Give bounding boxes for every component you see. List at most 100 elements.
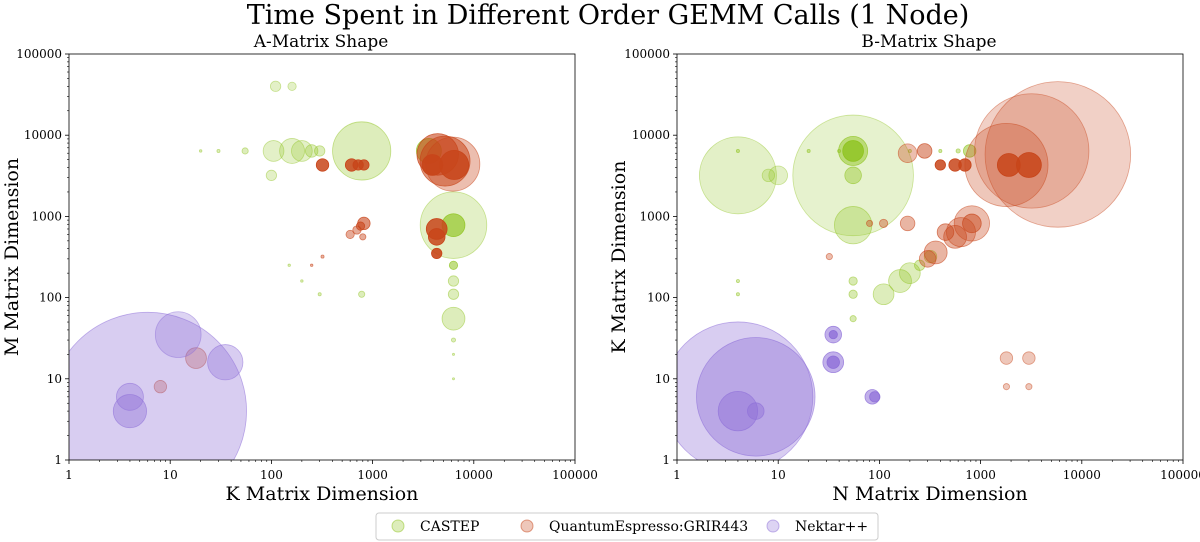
panel-a-point-castep [269, 80, 282, 92]
panel-b-ticks: 1 10 100 1000 10000 100000 1 10 100 1000 10000 1000… [624, 47, 1200, 482]
panel-b-point-castep [872, 283, 895, 306]
legend-marker-quantumespresso [520, 519, 534, 533]
panel-a-point-nektar [112, 394, 147, 429]
panel-a-ylabel: M Matrix Dimension [1, 158, 23, 356]
panel-a-y-tick-label: 10 [47, 372, 62, 386]
panel-a-point-quantumespresso-grir443 [315, 158, 330, 172]
panel-a-point-nektar [116, 382, 144, 411]
panel-a-x-tick-label: 100 [260, 468, 283, 482]
legend-label-nektar: Nektar++ [795, 519, 868, 535]
panel-b-point-castep [735, 279, 740, 283]
panel-b-y-tick-label: 100 [647, 291, 670, 305]
panel-b-point-castep [849, 315, 857, 323]
panel-b-point-castep [844, 166, 862, 185]
panel-b-point-quantumespresso-grir443 [958, 158, 972, 172]
panel-b-xlabel: N Matrix Dimension [832, 483, 1027, 505]
panel-a: A-Matrix Shape 1 10 100 1000 10000 1000001101… [1, 32, 598, 505]
panel-a-point-castep [216, 148, 221, 153]
legend: CASTEP QuantumEspresso:GRIR443 Nektar++ [375, 512, 879, 541]
panel-b-point-quantumespresso-grir443 [974, 93, 1090, 209]
panel-a-y-tick-label: 10000 [24, 128, 62, 142]
panel-a-point-nektar [69, 311, 247, 460]
panel-b-point-nektar [826, 355, 840, 369]
panel-b-y-tick-label: 10 [655, 372, 670, 386]
panel-a-point-castep [452, 352, 455, 356]
panel-b-y-tick-label: 100000 [624, 47, 670, 61]
panel-a-point-nektar [154, 311, 202, 358]
panel-a-point-castep [287, 81, 297, 91]
panel-a-y-tick-label: 100000 [16, 47, 62, 61]
panel-a-plot-area [69, 54, 575, 460]
legend-label-castep: CASTEP [420, 519, 479, 535]
panel-b-x-tick-label: 10 [771, 468, 786, 482]
panel-b-frame [676, 53, 1184, 461]
panel-b-point-castep [834, 206, 873, 245]
panel-b-point-castep [699, 136, 777, 215]
panel-b-point-castep [837, 148, 842, 153]
panel-b-point-quantumespresso-grir443 [999, 351, 1014, 365]
legend-box [375, 512, 879, 541]
panel-a-point-castep [305, 144, 319, 158]
panel-b-title: B-Matrix Shape [861, 32, 996, 52]
panel-b-point-quantumespresso-grir443 [1025, 383, 1033, 391]
panel-b-y-tick-label: 10000 [632, 128, 670, 142]
panel-b-point-quantumespresso-grir443 [962, 213, 982, 234]
panel-b-point-castep [938, 148, 943, 153]
panel-b-y-tick-label: 1000 [639, 209, 670, 223]
panel-a-point-quantumespresso-grir443 [345, 229, 355, 239]
panel-a-title: A-Matrix Shape [253, 32, 389, 52]
legend-marker-castep [391, 519, 405, 533]
panel-b-point-castep [842, 140, 864, 162]
panel-b-point-castep [735, 148, 740, 153]
panel-b-point-castep [735, 292, 740, 297]
panel-a-x-tick-label: 100000 [552, 468, 598, 482]
panel-b-y-tick-label: 1 [662, 453, 670, 467]
panel-a-ticks: 1 10 100 1000 10000 100000 1 10 100 1000 10000 1000… [16, 47, 598, 482]
panel-a-point-nektar [207, 344, 244, 381]
panel-a-point-quantumespresso-grir443 [310, 263, 314, 267]
panel-a-point-castep [448, 260, 459, 270]
panel-b-point-nektar [828, 330, 838, 340]
panel-b-x-tick-label: 100000 [1160, 468, 1200, 482]
panel-b-point-nektar [747, 402, 765, 420]
legend-entry-castep: CASTEP [391, 519, 479, 535]
panel-a-x-tick-label: 10 [163, 468, 178, 482]
panel-b-point-castep [761, 168, 776, 183]
panel-a-y-tick-label: 1000 [31, 209, 62, 223]
panel-a-y-tick-label: 1 [54, 453, 62, 467]
panel-b-point-quantumespresso-grir443 [1002, 383, 1010, 391]
panel-a-point-castep [300, 279, 304, 283]
figure-title: Time Spent in Different Order GEMM Calls… [247, 0, 970, 31]
panel-b-point-quantumespresso-grir443 [897, 143, 918, 163]
panel-a-point-quantumespresso-grir443 [421, 154, 444, 176]
legend-entry-nektar: Nektar++ [766, 519, 868, 535]
panel-b-point-quantumespresso-grir443 [1022, 351, 1036, 365]
legend-marker-nektar [766, 519, 780, 533]
panel-b-point-castep [848, 289, 858, 299]
panel-a-point-castep [447, 275, 460, 287]
panel-b-point-quantumespresso-grir443 [934, 159, 946, 171]
panel-b-point-nektar [696, 337, 816, 457]
panel-b-x-tick-label: 10000 [1063, 468, 1101, 482]
panel-a-point-castep [317, 292, 322, 297]
panel-a-point-castep [358, 290, 366, 298]
panel-a-point-quantumespresso-grir443 [185, 347, 207, 369]
panel-a-x-tick-label: 10000 [455, 468, 493, 482]
panel-b-point-castep [848, 276, 858, 286]
panel-b-point-quantumespresso-grir443 [899, 215, 916, 232]
panel-b-x-tick-label: 1 [673, 468, 681, 482]
panel-b-point-quantumespresso-grir443 [879, 218, 889, 228]
panel-b-point-nektar [869, 391, 881, 403]
panel-b-point-quantumespresso-grir443 [943, 225, 967, 249]
panel-a-point-castep [451, 337, 456, 343]
panel-b-point-nektar [677, 321, 814, 460]
panel-b-marks [677, 81, 1132, 460]
panel-a-y-tick-label: 100 [39, 291, 62, 305]
panel-b-point-castep [907, 148, 912, 153]
panel-a-marks [69, 80, 488, 460]
panel-a-point-castep [262, 140, 285, 162]
panel-a-x-tick-label: 1000 [357, 468, 388, 482]
panel-a-point-castep [199, 149, 203, 153]
panel-a-x-tick-label: 1 [65, 468, 73, 482]
panel-b-x-tick-label: 100 [868, 468, 891, 482]
